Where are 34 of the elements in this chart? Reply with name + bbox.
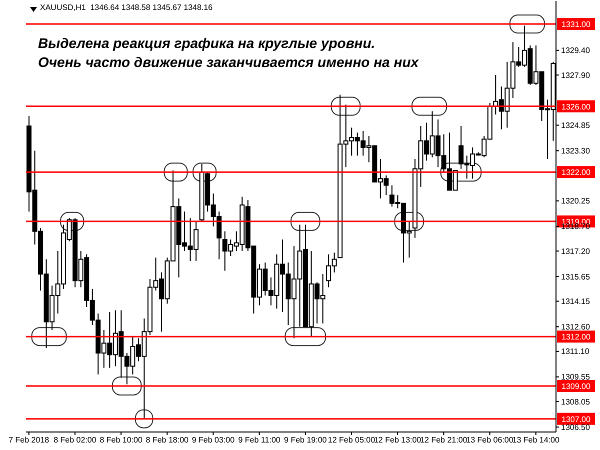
y-tick-label: 1315.65: [561, 272, 590, 282]
y-tick-label: 1311.10: [561, 347, 590, 356]
y-tick-label: 1306.50: [561, 422, 590, 432]
y-tick-label: 1327.90: [561, 70, 590, 80]
y-tick-label: 1320.25: [561, 196, 590, 206]
y-tick-label: 1308.05: [561, 397, 590, 406]
ref-line-label: 1307.00: [562, 414, 592, 424]
x-tick-label: 9 Feb 03:00: [192, 436, 236, 445]
ref-line-label: 1326.00: [562, 102, 592, 112]
annotation: Выделена реакция графика на круглые уровни.: [38, 34, 376, 53]
annotation: Очень часто движение заканчивается именно на них: [38, 53, 419, 72]
x-tick-label: 12 Feb 13:00: [374, 436, 422, 445]
x-tick-label: 9 Feb 19:00: [284, 436, 328, 445]
y-tick-label: 1329.40: [561, 46, 590, 56]
ref-line-label: 1309.00: [562, 382, 592, 391]
ref-line-label: 1312.00: [562, 332, 592, 342]
x-tick-label: 8 Feb 10:00: [100, 436, 143, 445]
x-tick-label: 12 Feb 05:00: [328, 436, 376, 445]
x-tick-label: 7 Feb 2018: [8, 436, 50, 445]
x-tick-label: 13 Feb 14:00: [512, 436, 560, 445]
y-tick-label: 1317.20: [561, 246, 590, 256]
y-tick-label: 1312.60: [561, 322, 590, 332]
y-tick-label: 1323.30: [561, 146, 590, 156]
x-tick-label: 8 Feb 18:00: [146, 436, 190, 445]
y-tick-label: 1314.15: [561, 297, 590, 306]
y-tick-label: 1309.55: [561, 372, 590, 382]
y-tick-label: 1324.85: [561, 121, 590, 130]
x-tick-label: 13 Feb 06:00: [466, 436, 514, 445]
x-tick-label: 9 Feb 11:00: [238, 436, 281, 445]
x-tick-label: 8 Feb 02:00: [54, 436, 97, 445]
x-tick-label: 12 Feb 21:00: [420, 436, 468, 445]
chart-title: XAUUSD,H1 1346.64 1348.58 1345.67 1348.16: [40, 3, 213, 12]
ref-line-label: 1322.00: [562, 168, 592, 178]
ref-line-label: 1331.00: [562, 20, 592, 30]
